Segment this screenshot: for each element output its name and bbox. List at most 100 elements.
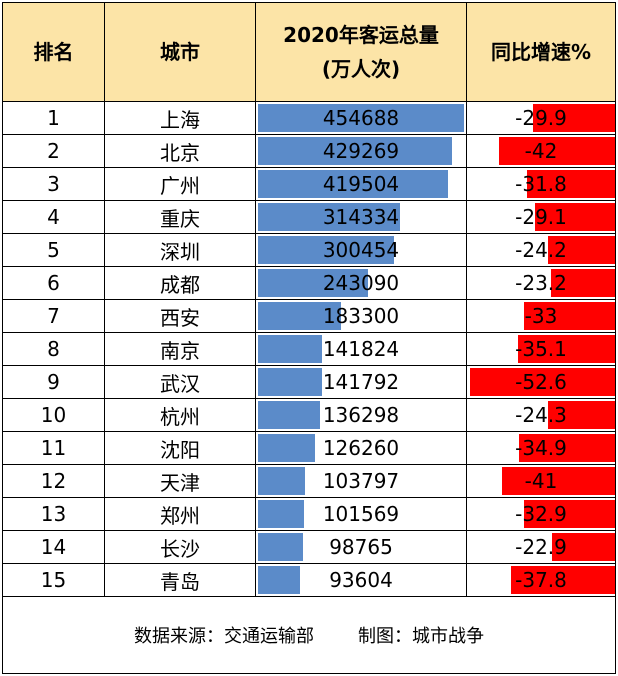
volume-cell: 98765 — [256, 531, 467, 563]
volume-value: 183300 — [322, 304, 400, 328]
table-row: 5 深圳 300454 -24.2 — [3, 234, 615, 267]
table-row: 9 武汉 141792 -52.6 — [3, 366, 615, 399]
growth-cell: -33 — [467, 300, 615, 332]
growth-cell: -24.2 — [467, 234, 615, 266]
growth-value: -34.9 — [515, 436, 567, 460]
volume-bar — [258, 137, 452, 165]
growth-cell: -34.9 — [467, 432, 615, 464]
volume-cell: 300454 — [256, 234, 467, 266]
header-growth: 同比增速% — [490, 40, 592, 64]
volume-value: 314334 — [322, 205, 400, 229]
table-row: 1 上海 454688 -29.9 — [3, 102, 615, 135]
rank-cell: 13 — [3, 498, 105, 530]
city-cell: 南京 — [105, 333, 256, 365]
volume-cell: 93604 — [256, 564, 467, 596]
city-cell: 北京 — [105, 135, 256, 167]
table-row: 12 天津 103797 -41 — [3, 465, 615, 498]
growth-bar — [552, 533, 615, 561]
rank-cell: 10 — [3, 399, 105, 431]
rank-cell: 9 — [3, 366, 105, 398]
rank-cell: 6 — [3, 267, 105, 299]
credit-note: 制图：城市战争 — [358, 626, 484, 647]
growth-value: -24.3 — [515, 403, 567, 427]
volume-bar — [258, 401, 320, 429]
table-footer: 数据来源：交通运输部 制图：城市战争 — [3, 597, 615, 673]
rank-cell: 14 — [3, 531, 105, 563]
volume-bar — [258, 269, 368, 297]
volume-cell: 429269 — [256, 135, 467, 167]
source-note: 数据来源：交通运输部 — [134, 626, 314, 647]
growth-value: -42 — [524, 139, 558, 163]
growth-cell: -35.1 — [467, 333, 615, 365]
table-row: 4 重庆 314334 -29.1 — [3, 201, 615, 234]
volume-value: 136298 — [322, 403, 400, 427]
table-row: 6 成都 243090 -23.2 — [3, 267, 615, 300]
volume-value: 419504 — [322, 172, 400, 196]
volume-bar — [258, 236, 394, 264]
volume-bar — [258, 500, 304, 528]
rank-cell: 8 — [3, 333, 105, 365]
rank-cell: 15 — [3, 564, 105, 596]
growth-cell: -31.8 — [467, 168, 615, 200]
city-cell: 广州 — [105, 168, 256, 200]
table-row: 7 西安 183300 -33 — [3, 300, 615, 333]
table-row: 2 北京 429269 -42 — [3, 135, 615, 168]
growth-cell: -29.1 — [467, 201, 615, 233]
rank-cell: 3 — [3, 168, 105, 200]
volume-cell: 141824 — [256, 333, 467, 365]
volume-bar — [258, 368, 322, 396]
volume-value: 141824 — [322, 337, 400, 361]
growth-cell: -52.6 — [467, 366, 615, 398]
table-row: 15 青岛 93604 -37.8 — [3, 564, 615, 597]
volume-bar — [258, 335, 322, 363]
growth-value: -35.1 — [515, 337, 567, 361]
city-cell: 上海 — [105, 102, 256, 134]
growth-bar — [518, 335, 615, 363]
table-row: 13 郑州 101569 -32.9 — [3, 498, 615, 531]
city-cell: 西安 — [105, 300, 256, 332]
volume-bar — [258, 104, 464, 132]
volume-value: 126260 — [322, 436, 400, 460]
rank-cell: 4 — [3, 201, 105, 233]
growth-cell: -24.3 — [467, 399, 615, 431]
growth-bar — [524, 500, 615, 528]
growth-value: -33 — [524, 304, 558, 328]
growth-value: -24.2 — [515, 238, 567, 262]
growth-cell: -22.9 — [467, 531, 615, 563]
growth-value: -29.1 — [515, 205, 567, 229]
table-row: 14 长沙 98765 -22.9 — [3, 531, 615, 564]
growth-bar — [502, 467, 615, 495]
volume-bar — [258, 434, 315, 462]
growth-cell: -42 — [467, 135, 615, 167]
header-volume: 2020年客运总量 (万人次) — [256, 3, 467, 101]
growth-value: -32.9 — [515, 502, 567, 526]
growth-cell: -29.9 — [467, 102, 615, 134]
volume-value: 454688 — [322, 106, 400, 130]
table-row: 10 杭州 136298 -24.3 — [3, 399, 615, 432]
growth-value: -23.2 — [515, 271, 567, 295]
city-cell: 杭州 — [105, 399, 256, 431]
growth-bar — [535, 203, 615, 231]
volume-value: 243090 — [322, 271, 400, 295]
rank-cell: 1 — [3, 102, 105, 134]
volume-cell: 314334 — [256, 201, 467, 233]
volume-value: 141792 — [322, 370, 400, 394]
growth-cell: -23.2 — [467, 267, 615, 299]
growth-value: -52.6 — [515, 370, 567, 394]
city-cell: 长沙 — [105, 531, 256, 563]
growth-value: -37.8 — [515, 568, 567, 592]
volume-value: 300454 — [322, 238, 400, 262]
growth-cell: -32.9 — [467, 498, 615, 530]
growth-bar — [499, 137, 615, 165]
rank-cell: 2 — [3, 135, 105, 167]
volume-cell: 101569 — [256, 498, 467, 530]
volume-cell: 141792 — [256, 366, 467, 398]
volume-cell: 183300 — [256, 300, 467, 332]
volume-value: 93604 — [329, 568, 393, 592]
volume-value: 429269 — [322, 139, 400, 163]
header-volume-line1: 2020年客运总量 — [283, 23, 439, 47]
volume-value: 103797 — [322, 469, 400, 493]
city-cell: 郑州 — [105, 498, 256, 530]
city-cell: 成都 — [105, 267, 256, 299]
